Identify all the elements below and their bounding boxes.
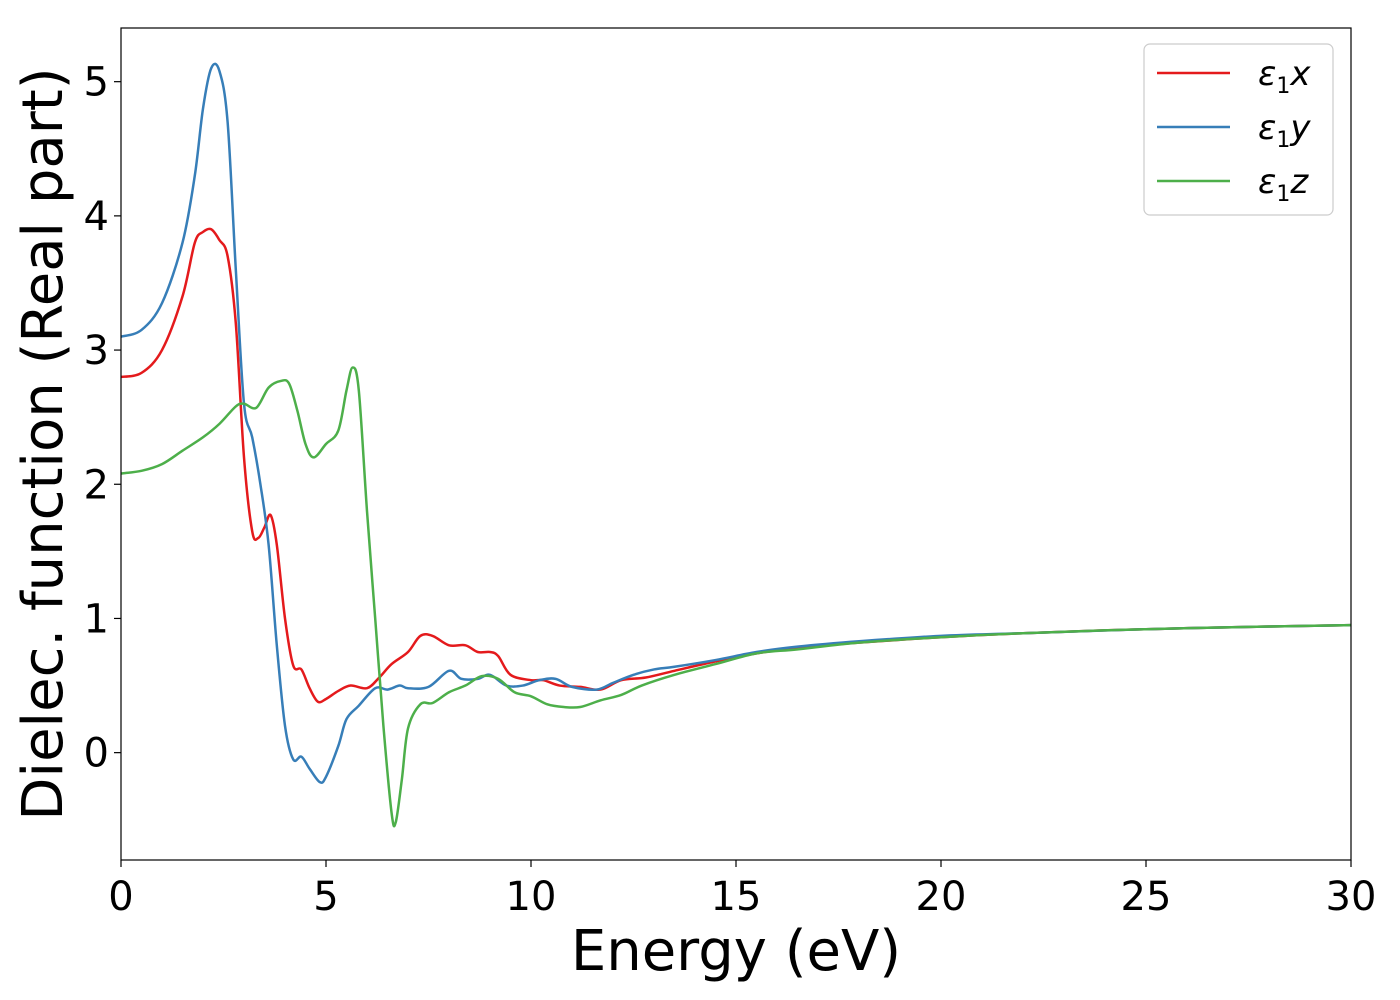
legend: ε1x ε1y ε1z [1143, 43, 1334, 216]
series-lines [120, 62, 1352, 828]
x-tick-label: 20 [916, 874, 967, 920]
y-tick-label: 3 [84, 328, 109, 374]
legend-label-y: ε1y [1258, 108, 1311, 153]
series-line-z [120, 366, 1352, 828]
x-tick-label: 30 [1326, 874, 1377, 920]
y-tick-label: 1 [84, 596, 109, 642]
y-tick-label: 5 [84, 60, 109, 106]
series-line-y [120, 62, 1352, 784]
y-tick-label: 4 [84, 194, 109, 240]
x-tick-label: 0 [108, 874, 133, 920]
x-axis-label: Energy (eV) [571, 919, 901, 984]
x-tick-label: 15 [711, 874, 762, 920]
legend-label-z: ε1z [1258, 162, 1309, 207]
legend-box [1143, 43, 1334, 216]
y-axis-ticks: 0 1 2 3 4 5 [84, 60, 121, 777]
x-tick-label: 10 [506, 874, 557, 920]
y-tick-label: 0 [84, 731, 109, 777]
y-tick-label: 2 [84, 462, 109, 508]
x-tick-label: 5 [313, 874, 338, 920]
y-axis-label: Dielec. function (Real part) [11, 67, 76, 820]
x-axis-ticks: 0 5 10 15 20 25 30 [108, 860, 1376, 920]
x-tick-label: 25 [1121, 874, 1172, 920]
legend-label-x: ε1x [1258, 54, 1311, 99]
